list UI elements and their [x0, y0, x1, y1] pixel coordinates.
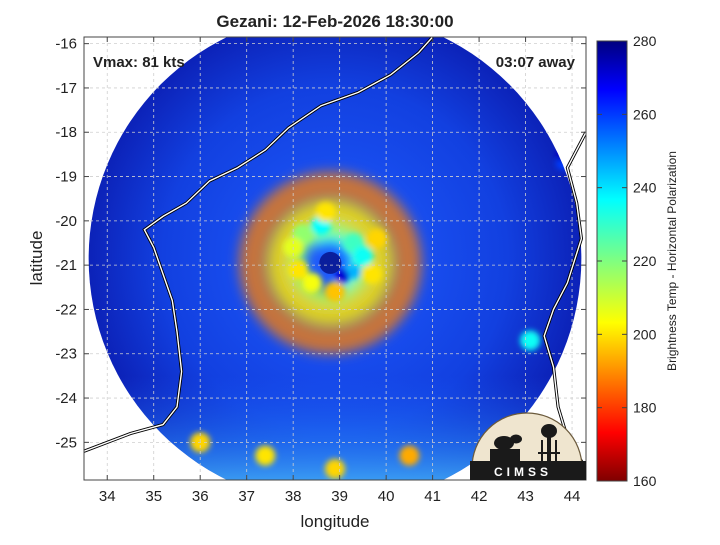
y-tick-label: -18 — [55, 124, 77, 141]
y-tick-label: -16 — [55, 36, 77, 53]
brightness-cell — [315, 201, 336, 222]
brightness-cell — [352, 246, 373, 267]
x-tick-label: 35 — [145, 488, 162, 505]
colorbar: 160 180 200 220 240 260 280 Brightness Temp - … — [596, 33, 679, 489]
colorbar-tick-label: 180 — [633, 400, 657, 416]
y-tick-label: -25 — [55, 434, 77, 451]
brightness-cell — [334, 269, 349, 284]
x-axis-label: longitude — [300, 512, 369, 531]
brightness-cell — [366, 228, 387, 249]
y-tick-label: -22 — [55, 301, 77, 318]
x-tick-label: 43 — [517, 488, 534, 505]
x-tick-label: 39 — [331, 488, 348, 505]
coastlines — [84, 37, 586, 470]
y-tick-label: -17 — [55, 80, 77, 97]
brightness-cell — [346, 264, 361, 279]
x-tick-label: 38 — [285, 488, 302, 505]
y-tick-label: -19 — [55, 169, 77, 186]
y-axis-ticks: -16 -17 -18 -19 -20 -21 -22 -23 -24 -25 — [55, 36, 586, 451]
coastline-africa — [84, 37, 434, 452]
brightness-cell — [255, 445, 276, 466]
y-axis-label: latitude — [27, 231, 46, 286]
grid-lines — [84, 37, 586, 480]
x-axis-ticks: 34 35 36 37 38 39 40 41 42 43 44 — [99, 37, 581, 505]
logo-text: CIMSS — [494, 465, 552, 479]
cimss-logo: CIMSS — [470, 412, 586, 480]
colorbar-tick-label: 160 — [633, 473, 657, 489]
logo-dish-icon — [490, 434, 522, 461]
brightness-cell — [301, 272, 322, 293]
time-away-annotation: 03:07 away — [496, 54, 576, 71]
vmax-annotation: Vmax: 81 kts — [93, 54, 185, 71]
coastline-madagascar — [543, 131, 586, 470]
y-tick-label: -23 — [55, 346, 77, 363]
brightness-cell — [399, 445, 420, 466]
x-tick-label: 42 — [471, 488, 488, 505]
logo-tower-icon — [538, 424, 560, 461]
colorbar-ticks: 160 180 200 220 240 260 280 — [597, 33, 657, 489]
x-tick-label: 36 — [192, 488, 209, 505]
colorbar-tick-label: 280 — [633, 33, 657, 49]
x-tick-label: 34 — [99, 488, 116, 505]
brightness-cell — [325, 281, 345, 302]
x-tick-label: 44 — [564, 488, 581, 505]
x-tick-label: 41 — [424, 488, 441, 505]
y-tick-label: -20 — [55, 213, 77, 230]
x-tick-label: 37 — [238, 488, 255, 505]
colorbar-label: Brightness Temp - Horizontal Polarizatio… — [665, 151, 679, 371]
colorbar-tick-label: 220 — [633, 253, 657, 269]
x-tick-label: 40 — [378, 488, 395, 505]
storm-eye — [319, 251, 342, 274]
brightness-cell — [362, 264, 383, 285]
colorbar-tick-label: 200 — [633, 326, 657, 342]
y-tick-label: -24 — [55, 390, 77, 407]
brightness-cell — [287, 259, 308, 280]
brightness-cell — [520, 330, 541, 351]
logo-banner — [470, 461, 586, 480]
colorbar-tick-label: 240 — [633, 180, 657, 196]
y-tick-label: -21 — [55, 257, 77, 274]
chart-title: Gezani: 12-Feb-2026 18:30:00 — [216, 12, 453, 31]
colorbar-tick-label: 260 — [633, 106, 657, 122]
brightness-cell — [325, 458, 345, 479]
axes-frame — [83, 36, 587, 481]
